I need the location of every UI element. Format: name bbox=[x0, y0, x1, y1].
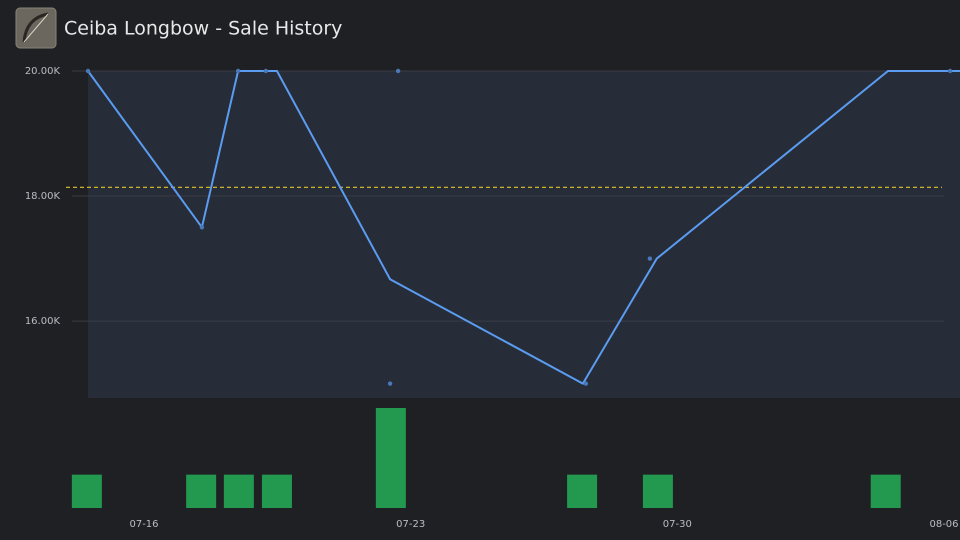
volume-bar bbox=[186, 474, 217, 508]
y-tick-label: 20.00K bbox=[25, 66, 61, 77]
volume-bar bbox=[870, 474, 901, 508]
sale-point bbox=[647, 256, 653, 261]
x-tick-label: 07-30 bbox=[663, 519, 692, 530]
volume-bar bbox=[261, 474, 292, 508]
sale-point bbox=[235, 68, 241, 74]
sale-point bbox=[387, 381, 393, 386]
sale-point bbox=[199, 225, 205, 230]
sale-point bbox=[395, 68, 401, 74]
volume-bar bbox=[375, 408, 406, 508]
plot-area bbox=[88, 71, 960, 398]
x-tick-label: 08-06 bbox=[929, 519, 958, 530]
volume-bar bbox=[223, 474, 254, 508]
volume-bar bbox=[71, 474, 102, 508]
sale-point bbox=[583, 381, 589, 386]
volume-bar bbox=[642, 474, 673, 508]
chart-title: Ceiba Longbow - Sale History bbox=[64, 18, 342, 40]
x-tick-label: 07-23 bbox=[396, 519, 425, 530]
item-icon bbox=[15, 7, 57, 49]
price-line bbox=[87, 70, 960, 385]
x-tick-label: 07-16 bbox=[129, 519, 158, 530]
y-tick-label: 18.00K bbox=[25, 191, 61, 202]
sale-point bbox=[85, 68, 91, 74]
volume-bar bbox=[567, 474, 598, 508]
y-tick-label: 16.00K bbox=[25, 316, 61, 327]
sale-point bbox=[263, 68, 269, 74]
sale-point bbox=[947, 68, 953, 74]
